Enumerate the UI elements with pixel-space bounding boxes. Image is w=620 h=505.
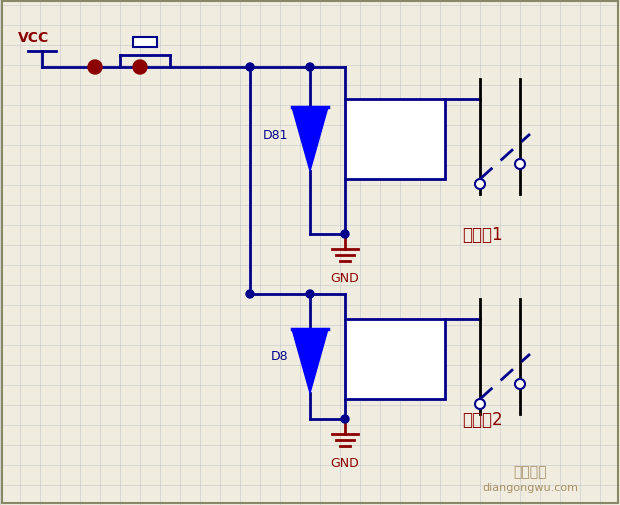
Circle shape <box>306 290 314 298</box>
Text: VCC: VCC <box>18 31 49 45</box>
Circle shape <box>341 415 349 423</box>
Bar <box>133 38 157 48</box>
Polygon shape <box>292 329 328 393</box>
Circle shape <box>341 231 349 238</box>
Text: GND: GND <box>330 456 360 469</box>
Polygon shape <box>292 108 328 172</box>
Text: diangongwu.com: diangongwu.com <box>482 482 578 492</box>
Circle shape <box>246 290 254 298</box>
Bar <box>345 319 445 399</box>
Bar <box>345 100 445 180</box>
Circle shape <box>475 180 485 189</box>
Text: 电工之屋: 电工之屋 <box>513 464 547 478</box>
Text: 继电器1: 继电器1 <box>462 226 503 243</box>
Circle shape <box>88 61 102 75</box>
Text: GND: GND <box>330 272 360 284</box>
Circle shape <box>133 61 147 75</box>
Circle shape <box>515 160 525 170</box>
Text: D81: D81 <box>262 128 288 141</box>
Text: D8: D8 <box>270 350 288 363</box>
Circle shape <box>306 64 314 72</box>
Circle shape <box>246 64 254 72</box>
Circle shape <box>515 379 525 389</box>
Circle shape <box>475 399 485 409</box>
Text: 继电器2: 继电器2 <box>462 410 503 428</box>
